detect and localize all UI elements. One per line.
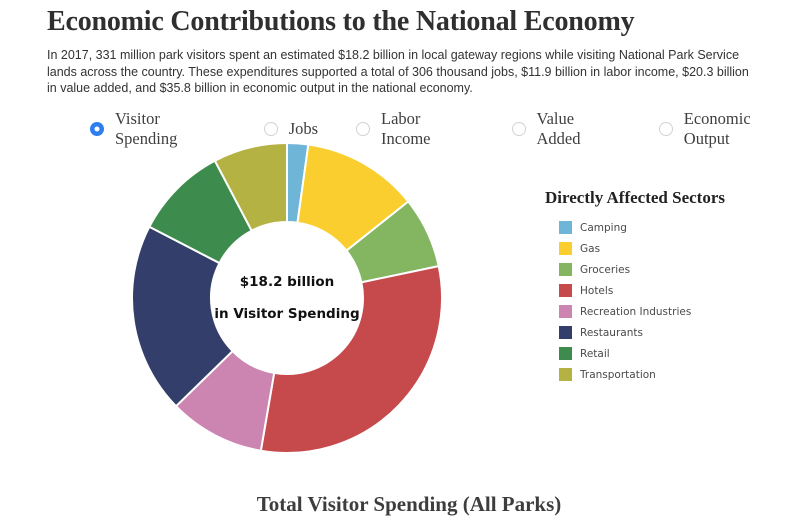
- page-title: Economic Contributions to the National E…: [47, 6, 635, 37]
- legend-item-transportation[interactable]: Transportation: [559, 368, 725, 381]
- legend-item-camping[interactable]: Camping: [559, 221, 725, 234]
- radio-option-visitor-spending[interactable]: Visitor Spending: [90, 109, 226, 149]
- radio-option-economic-output[interactable]: Economic Output: [658, 108, 800, 149]
- radio-option-label: Economic Output: [683, 108, 751, 148]
- pie-slice-transportation[interactable]: [213, 142, 288, 232]
- radio-unselected-icon[interactable]: [263, 121, 278, 136]
- radio-selected-icon[interactable]: [90, 121, 104, 136]
- legend-item-label: Gas: [580, 242, 601, 255]
- legend-item-label: Hotels: [580, 284, 614, 297]
- legend-swatch-icon: [559, 368, 572, 381]
- radio-unselected-icon[interactable]: [511, 121, 526, 136]
- radio-option-label: Labor Income: [381, 108, 431, 148]
- radio-option-labor-income[interactable]: Labor Income: [356, 109, 473, 149]
- page-description: In 2017, 331 million park visitors spent…: [47, 48, 749, 95]
- radio-option-label: Jobs: [288, 118, 319, 138]
- radio-option-jobs[interactable]: Jobs: [263, 118, 319, 139]
- donut-chart[interactable]: [115, 126, 459, 470]
- legend-item-restaurants[interactable]: Restaurants: [559, 326, 725, 339]
- legend-item-label: Camping: [580, 221, 627, 234]
- pie-slice-hotels[interactable]: [259, 265, 443, 454]
- legend-item-hotels[interactable]: Hotels: [559, 284, 725, 297]
- legend-item-groceries[interactable]: Groceries: [559, 263, 725, 276]
- metric-selector: Visitor Spending Jobs Labor Income Value Ad…: [90, 109, 800, 149]
- radio-unselected-icon[interactable]: [658, 121, 673, 136]
- legend-item-label: Restaurants: [580, 326, 643, 339]
- legend-swatch-icon: [559, 263, 572, 276]
- legend-item-retail[interactable]: Retail: [559, 347, 725, 360]
- legend: Directly Affected Sectors Camping Gas Groc…: [545, 188, 725, 389]
- legend-swatch-icon: [559, 221, 572, 234]
- legend-swatch-icon: [559, 305, 572, 318]
- legend-item-gas[interactable]: Gas: [559, 242, 725, 255]
- legend-swatch-icon: [559, 284, 572, 297]
- legend-swatch-icon: [559, 242, 572, 255]
- legend-item-label: Recreation Industries: [580, 305, 692, 318]
- pie-slice-restaurants[interactable]: [131, 225, 234, 408]
- legend-item-recreation-industries[interactable]: Recreation Industries: [559, 305, 725, 318]
- radio-option-label: Visitor Spending: [115, 108, 178, 148]
- legend-item-label: Retail: [580, 347, 610, 360]
- legend-swatch-icon: [559, 326, 572, 339]
- radio-option-label: Value Added: [536, 108, 581, 148]
- legend-title: Directly Affected Sectors: [545, 188, 725, 207]
- radio-unselected-icon[interactable]: [356, 121, 371, 136]
- legend-items: Camping Gas Groceries Hotels Recreation Indu…: [545, 221, 725, 381]
- legend-swatch-icon: [559, 347, 572, 360]
- legend-item-label: Transportation: [580, 368, 656, 381]
- radio-option-value-added[interactable]: Value Added: [511, 108, 621, 149]
- chart-caption: Total Visitor Spending (All Parks): [256, 492, 562, 516]
- legend-item-label: Groceries: [580, 263, 631, 276]
